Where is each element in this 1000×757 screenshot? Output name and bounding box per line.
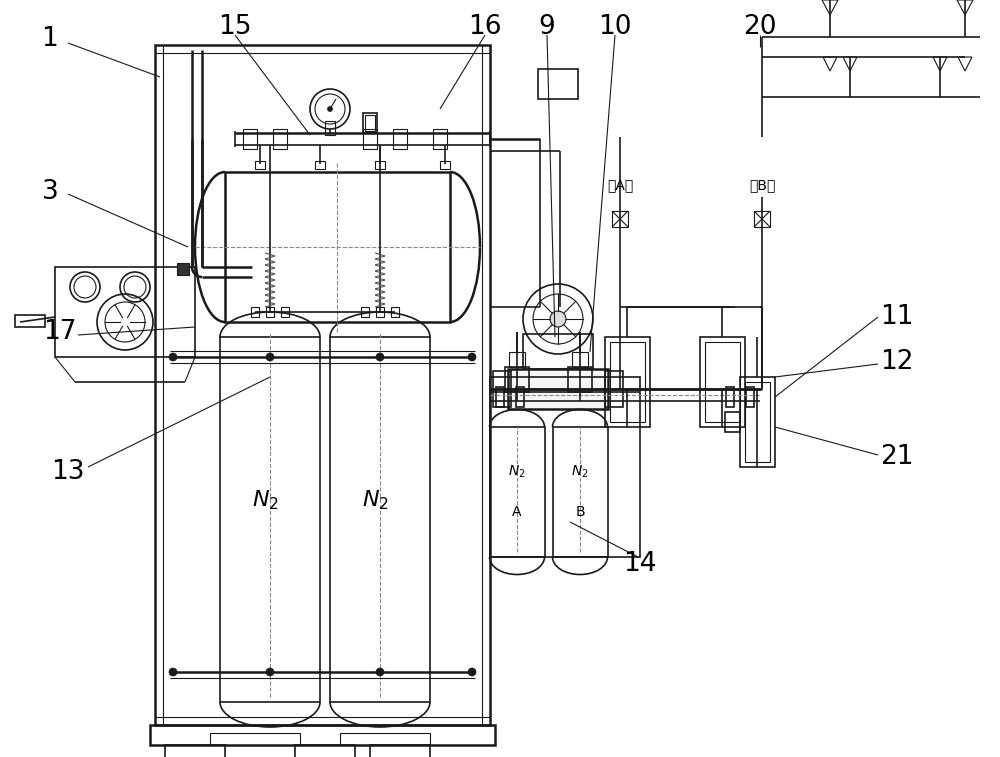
Text: 12: 12 <box>880 349 914 375</box>
Bar <box>363 129 377 149</box>
Bar <box>490 427 545 557</box>
Bar <box>273 129 287 149</box>
Bar <box>370 745 430 757</box>
Bar <box>726 387 734 407</box>
Bar <box>150 725 495 745</box>
Bar <box>315 161 325 169</box>
Bar <box>433 129 447 149</box>
Bar <box>295 745 355 757</box>
Circle shape <box>376 353 384 361</box>
Bar <box>325 121 335 135</box>
Bar <box>243 129 257 149</box>
Bar <box>612 211 628 227</box>
Text: 14: 14 <box>623 551 657 577</box>
Text: 1: 1 <box>42 26 58 52</box>
Bar <box>746 387 754 407</box>
Bar <box>553 427 608 557</box>
Text: 15: 15 <box>218 14 252 40</box>
Bar <box>15 315 45 327</box>
Text: 17: 17 <box>43 319 77 345</box>
Bar <box>509 352 525 367</box>
Bar <box>255 161 265 169</box>
Text: 10: 10 <box>598 14 632 40</box>
Text: 16: 16 <box>468 14 502 40</box>
Circle shape <box>328 107 332 111</box>
Bar <box>610 342 645 422</box>
Text: 9: 9 <box>539 14 555 40</box>
Bar <box>330 337 430 702</box>
Bar <box>365 115 375 131</box>
Bar <box>572 352 588 367</box>
Bar <box>251 307 259 317</box>
Text: 11: 11 <box>880 304 914 330</box>
Circle shape <box>169 353 177 361</box>
Bar <box>391 307 399 317</box>
Bar <box>740 377 775 467</box>
Bar <box>490 377 640 557</box>
Bar <box>55 267 195 357</box>
Circle shape <box>266 353 274 361</box>
Bar <box>745 382 770 462</box>
Text: $N_2$: $N_2$ <box>362 488 388 512</box>
Circle shape <box>468 353 476 361</box>
Bar <box>538 69 578 99</box>
Bar <box>508 369 608 409</box>
Bar <box>210 733 300 745</box>
Circle shape <box>468 668 476 676</box>
Bar <box>440 161 450 169</box>
Text: 21: 21 <box>880 444 914 470</box>
Bar <box>700 337 745 427</box>
Bar <box>393 129 407 149</box>
Bar <box>754 211 770 227</box>
Bar <box>340 733 430 745</box>
Text: 至B区: 至B区 <box>749 178 775 192</box>
Text: A: A <box>512 505 522 519</box>
Bar <box>177 263 189 275</box>
Bar <box>220 337 320 702</box>
Bar <box>281 307 289 317</box>
Bar <box>493 371 511 407</box>
Bar <box>705 342 740 422</box>
Circle shape <box>169 668 177 676</box>
Circle shape <box>266 668 274 676</box>
Bar <box>496 387 504 407</box>
Text: $N_2$: $N_2$ <box>571 464 589 480</box>
Text: 3: 3 <box>42 179 58 205</box>
Text: 至A区: 至A区 <box>607 178 633 192</box>
Text: 20: 20 <box>743 14 777 40</box>
Bar <box>605 337 650 427</box>
Bar <box>568 367 592 392</box>
Circle shape <box>550 311 566 327</box>
Bar <box>375 161 385 169</box>
Bar <box>155 45 490 725</box>
Bar <box>505 367 529 392</box>
Bar <box>165 745 225 757</box>
Text: $N_2$: $N_2$ <box>252 488 278 512</box>
Bar <box>523 334 593 369</box>
Bar <box>266 307 274 317</box>
Text: $N_2$: $N_2$ <box>508 464 526 480</box>
Text: B: B <box>575 505 585 519</box>
Text: 13: 13 <box>51 459 85 485</box>
Bar <box>361 307 369 317</box>
Circle shape <box>376 668 384 676</box>
Bar <box>516 387 524 407</box>
Bar <box>376 307 384 317</box>
Bar <box>725 412 740 432</box>
Bar <box>363 113 377 133</box>
Bar <box>605 371 623 407</box>
Bar <box>225 172 450 322</box>
